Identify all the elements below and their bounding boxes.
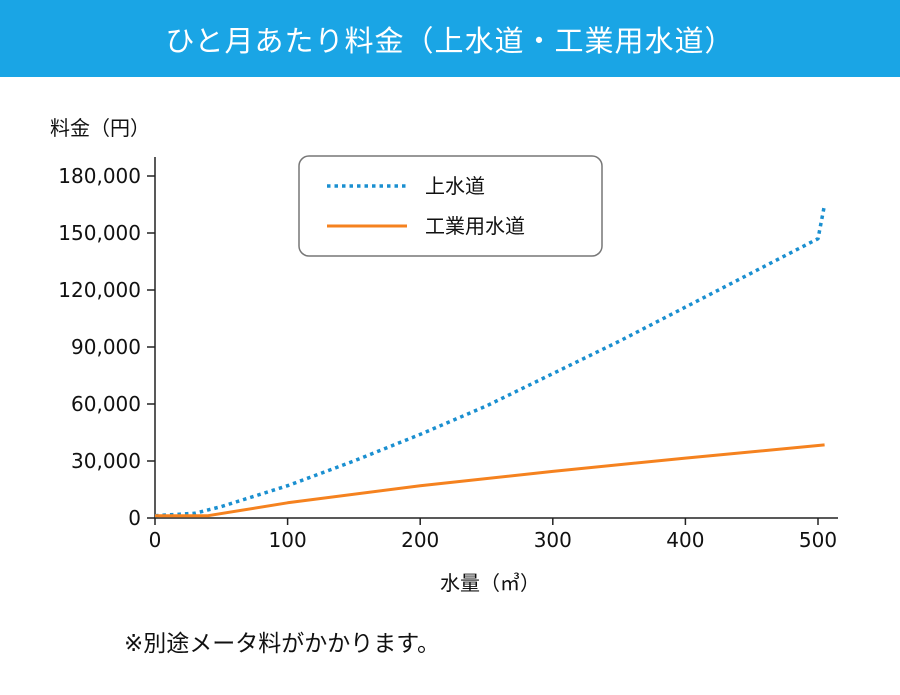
- x-tick-label: 500: [799, 528, 837, 552]
- y-tick-label: 30,000: [71, 449, 141, 473]
- legend-label-water: 上水道: [425, 174, 485, 198]
- y-tick-label: 180,000: [58, 164, 141, 188]
- y-tick-label: 0: [128, 506, 141, 530]
- legend-label-industrial: 工業用水道: [425, 214, 525, 238]
- x-tick-label: 400: [666, 528, 704, 552]
- y-axis-title: 料金（円）: [50, 116, 150, 140]
- series-line-water: [154, 204, 827, 518]
- fee-line-chart: 料金（円） 水量（㎥） 0 30,000 60,000 90,000 120,000 15…: [50, 116, 838, 595]
- axes: 0 30,000 60,000 90,000 120,000 150,000 180,000…: [58, 157, 838, 552]
- legend-box: [298, 155, 603, 257]
- x-tick-label: 200: [401, 528, 439, 552]
- page-header: ひと月あたり料金（上水道・工業用水道）: [0, 0, 900, 77]
- legend: 上水道 工業用水道: [298, 155, 603, 257]
- x-tick-label: 100: [269, 528, 307, 552]
- x-tick-label: 0: [149, 528, 162, 552]
- page-title: ひと月あたり料金（上水道・工業用水道）: [165, 23, 735, 58]
- y-tick-label: 60,000: [71, 392, 141, 416]
- footnote: ※別途メータ料がかかります。: [124, 631, 440, 657]
- series-layer: [154, 204, 827, 518]
- y-tick-label: 120,000: [58, 278, 141, 302]
- y-tick-label: 150,000: [58, 221, 141, 245]
- series-line-industrial: [155, 443, 825, 518]
- y-tick-label: 90,000: [71, 335, 141, 359]
- x-tick-label: 300: [534, 528, 572, 552]
- x-axis-title: 水量（㎥）: [440, 571, 540, 595]
